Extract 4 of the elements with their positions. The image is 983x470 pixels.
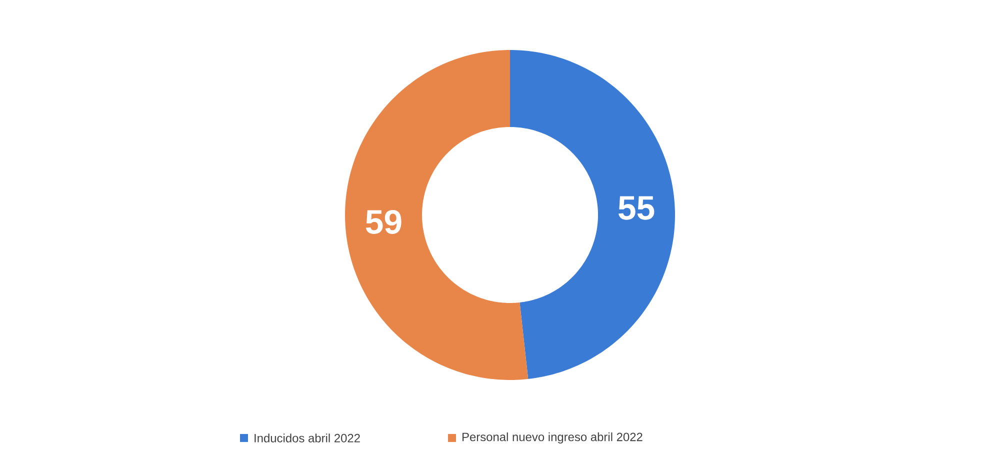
legend-label: Personal nuevo ingreso abril 2022 — [462, 432, 642, 444]
data-label: 59 — [366, 210, 402, 234]
legend-label: Inducidos abril 2022 — [254, 434, 360, 442]
data-label: 55 — [618, 196, 654, 220]
